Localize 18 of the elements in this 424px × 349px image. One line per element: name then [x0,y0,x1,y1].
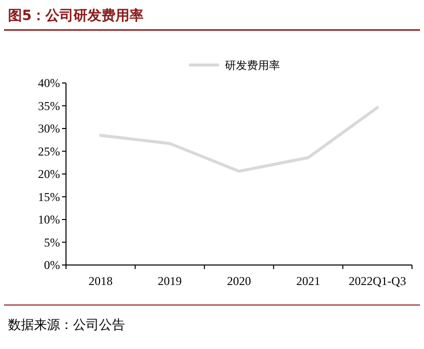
source-note: 数据来源：公司公告 [8,318,125,333]
chart-title: 图5：公司研发费用率 [8,7,144,24]
line-series [99,106,379,173]
y-tick-label: 25% [38,144,60,158]
x-tick-label: 2020 [227,274,251,288]
y-tick-label: 35% [38,98,60,113]
y-tick-label: 10% [38,212,60,226]
x-tick-label: 2019 [158,274,182,288]
x-tick-label: 2018 [88,274,113,288]
y-tick-label: 30% [38,122,60,136]
y-tick-label: 15% [38,190,60,204]
x-tick-label: 2021 [296,274,320,288]
legend-label: 研发费用率 [225,59,280,72]
y-tick-label: 0% [44,258,60,272]
y-tick-label: 5% [44,235,60,250]
y-tick-label: 40% [38,76,60,90]
y-tick-label: 20% [38,167,60,181]
x-tick-label: 2022Q1-Q3 [348,274,406,288]
